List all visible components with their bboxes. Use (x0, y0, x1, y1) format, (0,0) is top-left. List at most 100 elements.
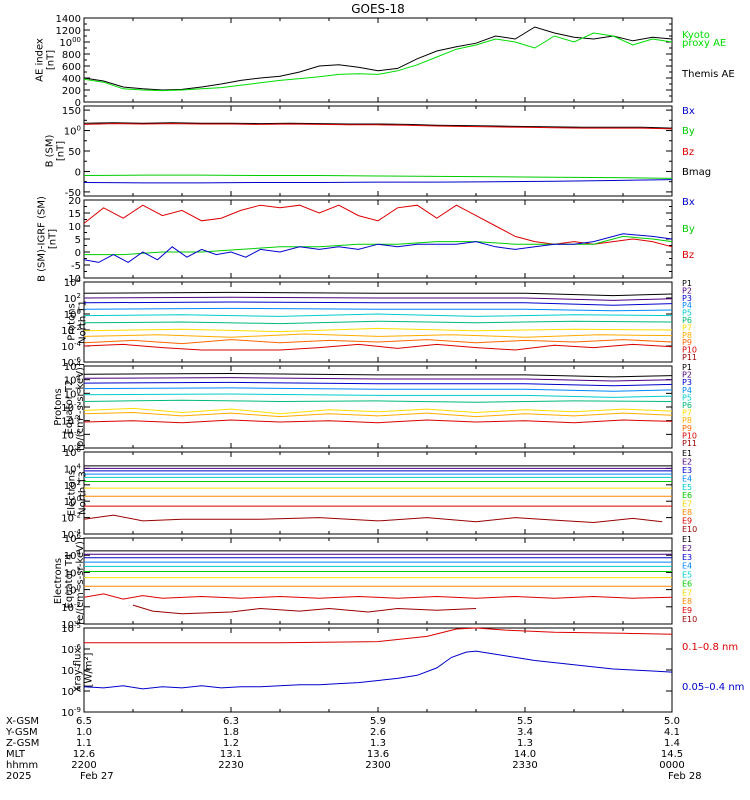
y-tick-label: 10-4 (61, 528, 81, 541)
y-axis-label: [p/(cm²-s-sr-keV)] (75, 363, 86, 451)
y-tick-label: 10-8 (61, 442, 81, 455)
legend-label: Bmag (682, 167, 711, 178)
legend-label: P8 (682, 331, 692, 340)
x-tick-label: 13.1 (220, 749, 242, 760)
x-row-label: MLT (6, 749, 26, 760)
x-tick-label: 1.1 (76, 738, 92, 749)
legend-label: P7 (682, 409, 692, 418)
y-tick-label: 200 (62, 86, 81, 97)
legend-label: Bz (682, 147, 694, 158)
x-tick-label: 2230 (218, 760, 243, 771)
y-tick-label: 106 (64, 446, 82, 459)
y-tick-label: 600 (62, 62, 81, 73)
series-line-pe-4 (83, 393, 673, 398)
y-tick-label: 10-2 (61, 324, 81, 337)
legend-label: P7 (682, 323, 692, 332)
y-tick-label: 100 (64, 308, 81, 321)
panel-xray: 10-9 10-8 10-7 10-6 10-5 Xray flux [W/m²] 0.1–0… (61, 622, 744, 719)
y-axis-label: AE index (35, 38, 46, 82)
x-tick-label: 1.4 (664, 738, 680, 749)
panel-bsm: -50 0 50 100 150 B (SM) [nT] Bx By Bz Bmag (45, 105, 711, 199)
y-axis-label: Electrons (67, 470, 78, 516)
series-line-bsm-0 (83, 122, 673, 129)
legend-label: Bx (682, 106, 695, 117)
panel-frame (83, 199, 673, 279)
x-tick-label: 1.0 (76, 727, 92, 738)
y-tick-label: 102 (64, 374, 81, 387)
legend-label: E5 (682, 483, 692, 492)
legend-label: E8 (682, 508, 692, 517)
series-line-bdiff-2 (83, 233, 673, 263)
legend-label: P10 (682, 346, 697, 355)
legend-label: P3 (682, 378, 692, 387)
y-tick-label: 102 (64, 479, 81, 492)
y-axis-label: [nT] (48, 229, 59, 249)
x-tick-label: 13.6 (367, 749, 389, 760)
x-tick-label: 1.2 (223, 738, 239, 749)
x-tick-label: 2.6 (370, 727, 386, 738)
panel-ee: 10-4 10-2 100 102 104 106 Electrons Equator T4[… (53, 532, 697, 631)
x-tick-label: 6.5 (76, 716, 92, 727)
y-tick-label: 10-7 (61, 664, 81, 677)
y-tick-label: 20 (68, 196, 81, 207)
legend-label: Themis AE (681, 69, 735, 80)
y-axis-label: Electrons (53, 558, 64, 604)
y-tick-label: 104 (64, 462, 82, 475)
legend-label: P4 (682, 301, 692, 310)
y-tick-label: 0 (75, 167, 81, 178)
y-tick-label: 400 (62, 74, 81, 85)
x-tick-label: 5.5 (517, 716, 533, 727)
x-tick-label: 0000 (659, 760, 684, 771)
legend-label: P6 (682, 316, 692, 325)
series-line-bsm-1 (83, 123, 673, 130)
x-tick-label: 14.0 (514, 749, 536, 760)
legend-label: P3 (682, 294, 692, 303)
series-line-pn-6 (83, 327, 673, 333)
legend-label: E5 (682, 571, 692, 580)
x-tick-label: 2330 (512, 760, 537, 771)
y-axis-label: North T1 (78, 300, 89, 344)
x-tick-label: 12.6 (73, 749, 95, 760)
panel-bdiff: -10 -5 0 5 10 15 20 B (SM)-IGRF (SM) [nT] Bx By Bz (37, 196, 695, 285)
series-line-pe-8 (83, 419, 673, 424)
x-row-label: hhmm (6, 760, 38, 771)
y-tick-label: 15 (68, 209, 81, 220)
y-tick-label: 102 (64, 566, 81, 579)
series-line-ee-9 (132, 604, 477, 615)
legend-label: E1 (682, 535, 692, 544)
y-tick-label: 104 (64, 276, 82, 289)
y-tick-label: 100 (64, 125, 81, 138)
y-axis-label: [e/(cm²-s-sr-keV)] (75, 537, 86, 625)
y-tick-label: 10-6 (61, 643, 81, 656)
series-line-pe-0 (83, 372, 673, 378)
series-line-bsm-2 (83, 174, 673, 179)
legend-label: E7 (682, 588, 692, 597)
legend-label: P5 (682, 393, 692, 402)
y-axis-label: B (SM) (45, 134, 56, 167)
chart-title: GOES-18 (351, 2, 405, 16)
legend-label: E9 (682, 517, 692, 526)
x-tick-label: 1.8 (223, 727, 239, 738)
y-tick-label: 106 (64, 532, 82, 545)
y-axis-label: [nT] (46, 50, 57, 70)
legend-label: E6 (682, 579, 692, 588)
y-axis-label: Protons (67, 303, 78, 340)
x-tick-label: 14.5 (661, 749, 683, 760)
legend-label: P8 (682, 416, 692, 425)
series-line-ee-8 (83, 593, 673, 600)
x-tick-label: 5.9 (370, 716, 386, 727)
series-line-pe-1 (83, 377, 673, 382)
series-line-bdiff-1 (84, 235, 673, 256)
series-line-pn-1 (83, 296, 673, 301)
x-row-label: Z-GSM (6, 738, 39, 749)
y-tick-label: 1400 (56, 14, 81, 25)
series-line-pn-0 (83, 291, 673, 297)
series-line-ae-0 (83, 26, 673, 91)
legend-label: Bz (682, 250, 694, 261)
y-tick-label: 102 (64, 292, 81, 305)
series-line-pe-7 (83, 411, 673, 418)
x-tick-label: Feb 27 (80, 771, 114, 782)
